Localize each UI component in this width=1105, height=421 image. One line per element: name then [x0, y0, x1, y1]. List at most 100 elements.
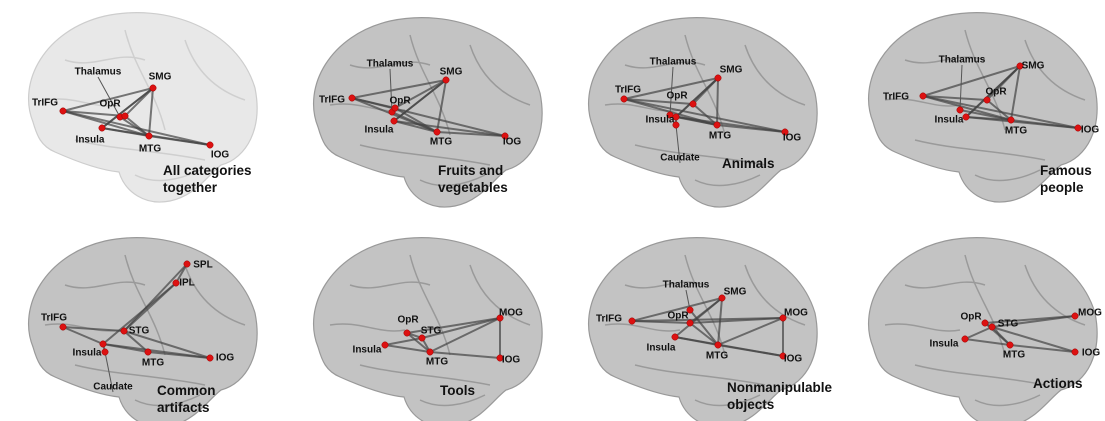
panel-caption: Nonmanipulable	[727, 380, 832, 395]
node-label: Thalamus	[75, 67, 122, 78]
node-label: OpR	[667, 311, 689, 322]
node-label: STG	[129, 326, 150, 337]
node	[957, 107, 963, 113]
panel-caption: Common	[157, 383, 216, 398]
panel-caption: artifacts	[157, 400, 210, 415]
node-label: TrIFG	[596, 314, 622, 325]
node	[121, 328, 127, 334]
node-label: Insula	[365, 125, 394, 136]
node	[102, 349, 108, 355]
node-label: IOG	[502, 355, 521, 366]
node	[434, 129, 440, 135]
node-label: IOG	[783, 133, 802, 144]
node	[984, 97, 990, 103]
node-label: SMG	[1022, 61, 1045, 72]
node	[122, 113, 128, 119]
node-label: SMG	[724, 287, 747, 298]
node-label: OpR	[389, 96, 411, 107]
node	[382, 342, 388, 348]
figure: TrIFG Thalamus SMG OpR Insula MTG IOG All categ…	[0, 0, 1105, 421]
node	[673, 122, 679, 128]
node	[427, 349, 433, 355]
panel-caption: Fruits and	[438, 163, 503, 178]
node-label: TrIFG	[615, 85, 641, 96]
node-label: Insula	[76, 135, 105, 146]
panel-caption: people	[1040, 180, 1084, 195]
node	[443, 77, 449, 83]
node-label: IOG	[1081, 125, 1100, 136]
node-label: SMG	[440, 67, 463, 78]
node	[99, 125, 105, 131]
node-label: STG	[421, 326, 442, 337]
node	[100, 341, 106, 347]
node-label: MTG	[142, 358, 164, 369]
panel-caption: Tools	[440, 383, 475, 398]
node	[207, 142, 213, 148]
node	[60, 108, 66, 114]
node-label: MOG	[784, 308, 808, 319]
node-label: MTG	[139, 144, 161, 155]
node	[621, 96, 627, 102]
node-label: SMG	[720, 65, 743, 76]
node-label: SMG	[149, 72, 172, 83]
node-label: OpR	[99, 99, 121, 110]
node	[150, 85, 156, 91]
node-label: OpR	[960, 312, 982, 323]
node-label: MTG	[1005, 126, 1027, 137]
brain-panel	[314, 18, 543, 207]
node-label: IOG	[211, 150, 230, 161]
panel-caption: Actions	[1033, 376, 1083, 391]
node-label: Insula	[935, 115, 964, 126]
node-label: Thalamus	[367, 59, 414, 70]
node-label: Thalamus	[650, 57, 697, 68]
node-label: Insula	[73, 348, 102, 359]
node	[1008, 117, 1014, 123]
node	[1072, 349, 1078, 355]
node-label: IOG	[503, 137, 522, 148]
node	[404, 330, 410, 336]
node-label: STG	[998, 319, 1019, 330]
node-label: Insula	[646, 115, 675, 126]
node-label: IPL	[179, 278, 195, 289]
node-label: Insula	[930, 339, 959, 350]
node	[963, 114, 969, 120]
node-label: MTG	[1003, 350, 1025, 361]
node-label: IOG	[1082, 348, 1101, 359]
brain	[869, 238, 1098, 421]
node	[184, 261, 190, 267]
node-label: TrIFG	[883, 92, 909, 103]
node-label: MTG	[426, 357, 448, 368]
node-label: MOG	[499, 308, 523, 319]
node-label: OpR	[985, 87, 1007, 98]
panel-caption: All categories	[163, 163, 252, 178]
node	[962, 336, 968, 342]
node-label: MOG	[1078, 308, 1102, 319]
node-label: MTG	[430, 137, 452, 148]
node	[989, 324, 995, 330]
node-label: SPL	[193, 260, 212, 271]
panel-caption: Famous	[1040, 163, 1092, 178]
brain	[314, 18, 543, 207]
panel-caption: together	[163, 180, 218, 195]
node	[672, 334, 678, 340]
node-label: MTG	[709, 131, 731, 142]
node-label: IOG	[216, 353, 235, 364]
node	[629, 318, 635, 324]
panel-caption: objects	[727, 397, 774, 412]
node	[982, 320, 988, 326]
brain-panel	[869, 238, 1098, 421]
node-label: IOG	[784, 354, 803, 365]
node-label: OpR	[397, 315, 419, 326]
node-label: TrIFG	[32, 98, 58, 109]
node	[690, 101, 696, 107]
node-label: Insula	[353, 345, 382, 356]
node	[207, 355, 213, 361]
node-label: Thalamus	[939, 55, 986, 66]
node	[146, 133, 152, 139]
panel-caption: Animals	[722, 156, 775, 171]
node	[145, 349, 151, 355]
node	[349, 95, 355, 101]
node	[715, 75, 721, 81]
node-label: MTG	[706, 351, 728, 362]
connection	[717, 78, 718, 125]
